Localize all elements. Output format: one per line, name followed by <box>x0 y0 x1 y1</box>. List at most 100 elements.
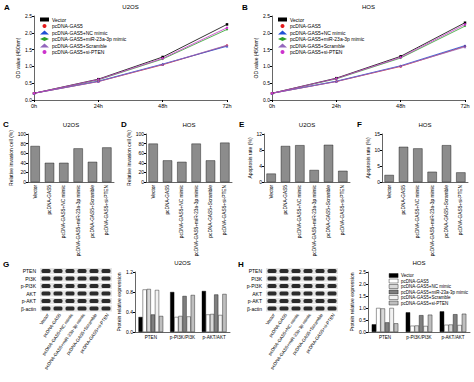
svg-text:pcDNA-GAS5+miR-23a-3p mimic: pcDNA-GAS5+miR-23a-3p mimic <box>312 184 317 256</box>
svg-text:Vector: Vector <box>265 312 277 326</box>
svg-text:pcDNA-GAS5+NC mimic: pcDNA-GAS5+NC mimic <box>61 184 66 238</box>
svg-text:40: 40 <box>138 160 144 166</box>
svg-text:80: 80 <box>20 141 26 147</box>
svg-text:AKT: AKT <box>26 291 36 297</box>
svg-text:**: ** <box>312 137 317 143</box>
svg-text:2.0: 2.0 <box>359 281 366 287</box>
svg-text:pcDNA-GAS5+Scramble: pcDNA-GAS5+Scramble <box>90 185 95 238</box>
svg-text:0.5: 0.5 <box>25 80 32 86</box>
svg-text:48h: 48h <box>396 103 405 109</box>
svg-text:**: ** <box>451 305 456 311</box>
svg-text:Apoptosis rate (%): Apoptosis rate (%) <box>365 137 371 178</box>
svg-text:80: 80 <box>138 141 144 147</box>
svg-text:1.0: 1.0 <box>25 63 32 69</box>
svg-text:60: 60 <box>138 150 144 156</box>
svg-text:U2OS: U2OS <box>63 122 79 128</box>
svg-text:OD value (450nm): OD value (450nm) <box>253 37 259 78</box>
svg-text:pcDNA-GAS5+si-PTEN: pcDNA-GAS5+si-PTEN <box>401 301 448 306</box>
svg-text:pcDNA-GAS5+Scramble: pcDNA-GAS5+Scramble <box>326 185 331 238</box>
svg-text:C: C <box>3 120 9 129</box>
svg-text:2.5: 2.5 <box>359 269 366 275</box>
svg-text:pcDNA-GAS5+NC mimic: pcDNA-GAS5+NC mimic <box>290 30 346 36</box>
svg-text:pcDNA-GAS5+NC mimic: pcDNA-GAS5+NC mimic <box>179 184 184 238</box>
svg-text:pcDNA-GAS5: pcDNA-GAS5 <box>52 23 83 29</box>
svg-text:Vector: Vector <box>39 312 51 326</box>
svg-text:72h: 72h <box>460 103 469 109</box>
svg-text:pcDNA-GAS5+miR-23a-3p mimic: pcDNA-GAS5+miR-23a-3p mimic <box>401 290 469 295</box>
svg-text:2.0: 2.0 <box>25 30 32 36</box>
svg-text:p-PI3K: p-PI3K <box>247 283 263 289</box>
svg-text:pcDNA-GAS5+Scramble: pcDNA-GAS5+Scramble <box>444 185 449 238</box>
svg-text:60: 60 <box>20 150 26 156</box>
svg-text:pcDNA-GAS5+si-PTEN: pcDNA-GAS5+si-PTEN <box>290 49 343 55</box>
svg-text:A: A <box>4 3 10 12</box>
svg-text:**: ** <box>165 152 170 158</box>
svg-text:PTEN: PTEN <box>379 335 391 340</box>
svg-text:pcDNA-GAS5+Scramble: pcDNA-GAS5+Scramble <box>401 295 451 300</box>
svg-text:pcDNA-GAS5: pcDNA-GAS5 <box>283 185 288 215</box>
svg-text:pcDNA-GAS5+Scramble: pcDNA-GAS5+Scramble <box>290 43 345 49</box>
svg-text:p-AKT/AKT: p-AKT/AKT <box>441 335 464 340</box>
svg-text:Apoptosis rate (%): Apoptosis rate (%) <box>247 137 253 178</box>
svg-text:24h: 24h <box>332 103 341 109</box>
svg-text:E: E <box>239 120 245 129</box>
svg-text:0.5: 0.5 <box>263 80 270 86</box>
svg-text:0.0: 0.0 <box>126 329 133 335</box>
svg-text:Protein relative expression: Protein relative expression <box>116 272 122 331</box>
svg-text:**: ** <box>76 140 81 146</box>
svg-text:**: ** <box>417 306 422 312</box>
svg-text:**: ** <box>148 279 153 285</box>
svg-text:10: 10 <box>374 147 380 153</box>
svg-text:HOS: HOS <box>418 122 431 128</box>
svg-text:Vector: Vector <box>33 185 38 199</box>
svg-text:1.0: 1.0 <box>359 305 366 311</box>
svg-text:pcDNA-GAS5: pcDNA-GAS5 <box>401 185 406 215</box>
svg-text:1.5: 1.5 <box>359 293 366 299</box>
svg-text:1.5: 1.5 <box>25 47 32 53</box>
svg-text:0: 0 <box>23 179 26 185</box>
svg-text:pcDNA-GAS5+si-PTEN: pcDNA-GAS5+si-PTEN <box>340 184 345 235</box>
svg-text:p-PI3K/PI3K: p-PI3K/PI3K <box>170 335 196 340</box>
svg-text:pcDNA-GAS5: pcDNA-GAS5 <box>401 279 429 284</box>
svg-text:G: G <box>3 260 9 269</box>
svg-text:0: 0 <box>377 179 380 185</box>
svg-text:**: ** <box>458 138 463 144</box>
svg-text:Relative invasion cell (%): Relative invasion cell (%) <box>126 130 132 186</box>
svg-text:Vector: Vector <box>290 17 305 23</box>
svg-text:pcDNA-GAS5+si-PTEN: pcDNA-GAS5+si-PTEN <box>458 184 463 235</box>
svg-text:p-PI3K: p-PI3K <box>21 283 37 289</box>
svg-text:pcDNA-GAS5: pcDNA-GAS5 <box>290 23 321 29</box>
svg-text:0.0: 0.0 <box>359 329 366 335</box>
svg-text:pcDNA-GAS5+si-PTEN: pcDNA-GAS5+si-PTEN <box>222 184 227 235</box>
svg-text:2.0: 2.0 <box>263 30 270 36</box>
svg-text:100: 100 <box>18 131 27 137</box>
svg-text:p-AKT/AKT: p-AKT/AKT <box>203 335 226 340</box>
svg-text:0.4: 0.4 <box>126 309 133 315</box>
svg-text:PTEN: PTEN <box>249 268 263 274</box>
svg-text:1.2: 1.2 <box>126 269 133 275</box>
svg-text:0: 0 <box>259 179 262 185</box>
svg-text:**: ** <box>225 33 230 39</box>
svg-text:15: 15 <box>374 131 380 137</box>
svg-text:PTEN: PTEN <box>145 335 157 340</box>
svg-text:**: ** <box>340 137 345 143</box>
svg-text:Vector: Vector <box>52 17 67 23</box>
svg-text:pcDNA-GAS5+miR-23a-3p mimic: pcDNA-GAS5+miR-23a-3p mimic <box>52 36 127 42</box>
svg-text:p-AKT: p-AKT <box>22 298 36 304</box>
svg-text:40: 40 <box>20 160 26 166</box>
svg-text:U2OS: U2OS <box>299 122 315 128</box>
svg-text:β-actin: β-actin <box>247 306 262 312</box>
svg-text:20: 20 <box>138 169 144 175</box>
svg-text:**: ** <box>194 135 199 141</box>
svg-text:**: ** <box>401 139 406 145</box>
svg-text:**: ** <box>430 139 435 145</box>
svg-text:β-actin: β-actin <box>21 306 36 312</box>
svg-text:2.5: 2.5 <box>25 13 32 19</box>
svg-text:24h: 24h <box>94 103 103 109</box>
svg-text:0.5: 0.5 <box>359 317 366 323</box>
svg-text:**: ** <box>283 138 288 144</box>
svg-text:12: 12 <box>256 131 262 137</box>
svg-text:pcDNA-GAS5: pcDNA-GAS5 <box>47 185 52 215</box>
svg-text:0.8: 0.8 <box>126 289 133 295</box>
svg-text:**: ** <box>47 154 52 160</box>
